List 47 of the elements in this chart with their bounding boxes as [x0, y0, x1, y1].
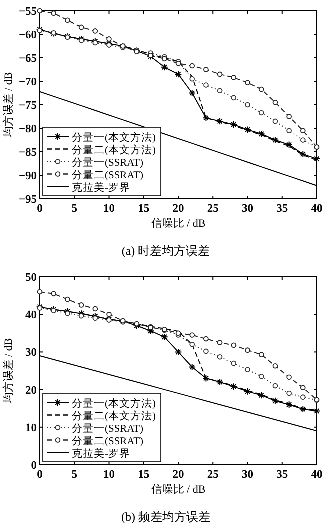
legend-label: 分量二(本文方法) [72, 143, 156, 156]
y-tick-label: 30 [26, 347, 38, 360]
legend-label: 分量一(SSRAT) [72, 422, 144, 435]
x-axis-title: 信噪比 / dB [151, 217, 206, 230]
legend-label: 分量二(SSRAT) [72, 435, 144, 448]
x-tick-label: 35 [276, 469, 288, 481]
x-tick-label: 30 [242, 203, 254, 215]
legend-label: 分量二(SSRAT) [72, 169, 144, 182]
x-tick-label: 25 [207, 469, 220, 481]
y-tick-label: 20 [26, 384, 38, 397]
y-tick-label: −60 [18, 30, 38, 42]
legend-label: 分量一(本文方法) [72, 130, 156, 144]
x-tick-label: 20 [172, 203, 184, 215]
x-tick-label: 40 [311, 469, 323, 481]
legend-label: 克拉美-罗界 [72, 180, 130, 194]
x-tick-label: 25 [207, 203, 220, 215]
x-tick-label: 5 [72, 469, 78, 481]
text: (a) 时差均方误差 [122, 244, 210, 258]
y-tick-label: −70 [18, 76, 38, 88]
x-tick-label: 15 [138, 203, 150, 215]
x-tick-label: 10 [104, 469, 116, 481]
text: (b) 频差均方误差 [122, 510, 210, 524]
y-axis-title: 均方误差 / dB [2, 338, 15, 405]
x-tick-label: 35 [276, 203, 288, 215]
x-tick-label: 20 [172, 469, 184, 481]
legend-label: 分量一(本文方法) [72, 396, 156, 410]
y-tick-label: −90 [18, 170, 38, 182]
x-tick-label: 30 [242, 469, 254, 481]
y-tick-label: −75 [18, 100, 38, 112]
y-tick-label: −55 [18, 6, 38, 18]
y-tick-label: 40 [26, 310, 38, 322]
y-tick-label: 50 [26, 272, 38, 284]
x-tick-label: 15 [138, 469, 150, 481]
x-tick-label: 10 [104, 203, 116, 215]
y-tick-label: −65 [18, 53, 38, 65]
y-tick-label: 10 [26, 422, 38, 434]
legend-label: 分量二(本文方法) [72, 409, 156, 422]
x-axis-title: 信噪比 / dB [151, 483, 206, 496]
y-axis-title: 均方误差 / dB [2, 72, 15, 139]
y-tick-label: −80 [18, 124, 38, 136]
y-tick-label: 0 [31, 460, 38, 472]
legend-label: 分量一(SSRAT) [72, 156, 144, 169]
legend-label: 克拉美-罗界 [72, 446, 130, 460]
y-tick-label: −95 [18, 194, 38, 206]
y-tick-label: −85 [18, 147, 38, 159]
x-tick-label: 40 [311, 203, 323, 215]
x-tick-label: 5 [72, 203, 78, 215]
